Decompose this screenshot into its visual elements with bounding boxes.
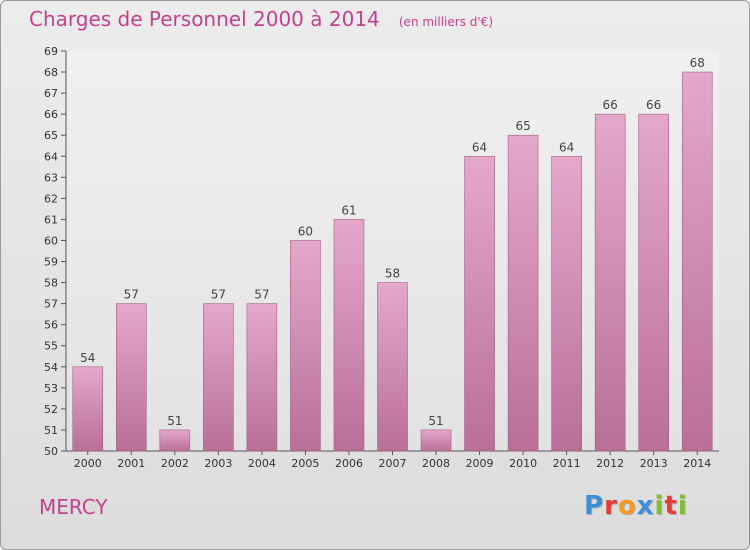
- x-tick-label: 2012: [596, 457, 624, 470]
- data-label: 68: [690, 56, 705, 70]
- bar: [203, 303, 234, 452]
- y-tick-label: 55: [44, 340, 58, 353]
- x-tick-label: 2008: [422, 457, 450, 470]
- bar-chart: 50 51 52 53 54 55 56 57 58 59 60 61 62 63 64 65 66 67 68 69…: [44, 45, 719, 470]
- logo-letter: i: [677, 491, 688, 521]
- proxiti-logo: Proxiti: [584, 491, 688, 521]
- data-label: 58: [385, 267, 400, 281]
- bar: [116, 303, 147, 452]
- x-tick-label: 2006: [335, 457, 363, 470]
- logo-letter: t: [664, 491, 678, 521]
- y-tick-label: 52: [44, 403, 58, 416]
- chart-title: Charges de Personnel 2000 à 2014: [29, 7, 380, 31]
- x-tick-label: 2010: [509, 457, 537, 470]
- y-tick-label: 53: [44, 382, 58, 395]
- data-label: 64: [472, 140, 487, 154]
- y-tick-label: 69: [44, 45, 58, 58]
- y-tick-label: 50: [44, 445, 58, 458]
- data-label: 61: [341, 203, 356, 217]
- data-label: 51: [167, 414, 182, 428]
- y-tick-label: 61: [44, 213, 58, 226]
- y-tick-label: 63: [44, 171, 58, 184]
- y-tick-label: 66: [44, 108, 58, 121]
- logo-letter: r: [604, 491, 618, 521]
- data-label: 54: [80, 351, 95, 365]
- logo-letter: o: [617, 491, 637, 521]
- chart-subtitle: (en milliers d'€): [398, 15, 493, 29]
- y-tick-label: 56: [44, 319, 58, 332]
- x-tick-label: 2002: [161, 457, 189, 470]
- y-tick-label: 60: [44, 234, 58, 247]
- bar: [159, 429, 191, 452]
- logo-letter: x: [636, 491, 655, 521]
- data-label: 66: [603, 98, 618, 112]
- y-tick-label: 59: [44, 256, 58, 269]
- title-row: Charges de Personnel 2000 à 2014 (en mil…: [29, 7, 493, 31]
- bar: [377, 282, 408, 452]
- data-label: 66: [646, 98, 661, 112]
- logo-letter: P: [584, 491, 605, 521]
- bar: [594, 113, 626, 452]
- data-label: 65: [515, 119, 530, 133]
- data-label: 57: [211, 288, 226, 302]
- data-label: 57: [254, 288, 269, 302]
- y-tick-label: 65: [44, 129, 58, 142]
- y-tick-label: 57: [44, 298, 58, 311]
- bar: [333, 219, 365, 452]
- bar: [681, 71, 713, 452]
- bar: [507, 134, 539, 452]
- y-tick-label: 68: [44, 66, 58, 79]
- x-tick-label: 2004: [248, 457, 276, 470]
- y-tick-label: 67: [44, 87, 58, 100]
- bar: [246, 303, 278, 452]
- x-tick-label: 2009: [466, 457, 494, 470]
- x-tick-label: 2005: [291, 457, 319, 470]
- x-tick-label: 2013: [640, 457, 668, 470]
- x-tick-label: 2000: [74, 457, 102, 470]
- y-tick-label: 54: [44, 361, 58, 374]
- x-tick-label: 2014: [683, 457, 711, 470]
- commune-name: MERCY: [39, 495, 108, 519]
- y-tick-label: 58: [44, 277, 58, 290]
- x-tick-label: 2001: [117, 457, 145, 470]
- x-tick-label: 2011: [553, 457, 581, 470]
- bar: [638, 113, 670, 452]
- bar: [290, 240, 321, 452]
- y-tick-label: 64: [44, 150, 58, 163]
- bar: [464, 155, 495, 452]
- bar: [72, 366, 104, 452]
- data-label: 57: [124, 288, 139, 302]
- x-tick-label: 2007: [379, 457, 407, 470]
- x-tick-label: 2003: [204, 457, 232, 470]
- data-label: 60: [298, 224, 313, 238]
- y-tick-label: 51: [44, 424, 58, 437]
- data-label: 64: [559, 140, 574, 154]
- logo-letter: i: [654, 491, 665, 521]
- data-label: 51: [428, 414, 443, 428]
- y-tick-label: 62: [44, 192, 58, 205]
- bar: [420, 429, 452, 452]
- bar: [551, 155, 582, 452]
